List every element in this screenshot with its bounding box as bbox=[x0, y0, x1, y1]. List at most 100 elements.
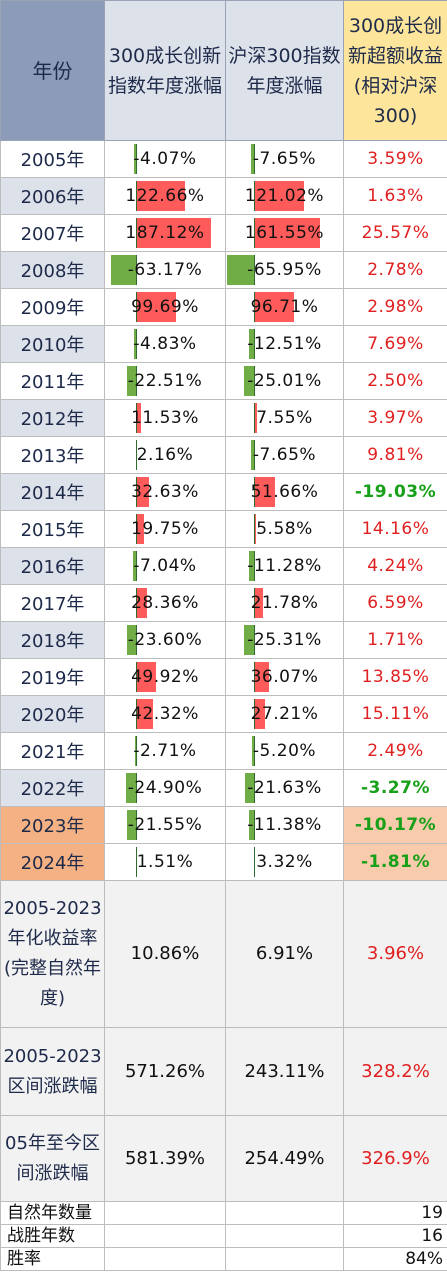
excess-return-cell[interactable]: 13.85% bbox=[343, 658, 447, 696]
hs300-return-cell[interactable]: -7.65% bbox=[225, 140, 344, 178]
hs300-return-cell[interactable]: -65.95% bbox=[225, 251, 344, 289]
hs300-return-cell[interactable]: -25.31% bbox=[225, 621, 344, 659]
growth-return-cell[interactable]: -4.83% bbox=[104, 325, 226, 363]
header-excess-return[interactable]: 300成长创新超额收益(相对沪深300) bbox=[343, 0, 447, 141]
empty-cell[interactable] bbox=[104, 1224, 226, 1248]
hs300-return-cell[interactable]: -5.20% bbox=[225, 732, 344, 770]
excess-return-cell[interactable]: 2.49% bbox=[343, 732, 447, 770]
excess-return-cell[interactable]: 2.98% bbox=[343, 288, 447, 326]
summary-label[interactable]: 2005-2023区间涨跌幅 bbox=[0, 1027, 105, 1116]
hs300-return-cell[interactable]: 27.21% bbox=[225, 695, 344, 733]
growth-return-cell[interactable]: -2.71% bbox=[104, 732, 226, 770]
hs300-return-cell[interactable]: 121.02% bbox=[225, 177, 344, 215]
growth-return-cell[interactable]: 187.12% bbox=[104, 214, 226, 252]
excess-return-cell[interactable]: 7.69% bbox=[343, 325, 447, 363]
growth-return-cell[interactable]: 32.63% bbox=[104, 473, 226, 511]
header-hs300-index[interactable]: 沪深300指数年度涨幅 bbox=[225, 0, 344, 141]
summary-hs300-value[interactable]: 6.91% bbox=[225, 880, 344, 1028]
excess-return-cell[interactable]: -1.81% bbox=[343, 843, 447, 881]
growth-return-cell[interactable]: -24.90% bbox=[104, 769, 226, 807]
summary-hs300-value[interactable]: 254.49% bbox=[225, 1115, 344, 1202]
hs300-return-cell[interactable]: 5.58% bbox=[225, 510, 344, 548]
excess-return-cell[interactable]: 2.50% bbox=[343, 362, 447, 400]
year-cell[interactable]: 2006年 bbox=[0, 177, 105, 215]
growth-return-cell[interactable]: 42.32% bbox=[104, 695, 226, 733]
empty-cell[interactable] bbox=[104, 1247, 226, 1271]
excess-return-cell[interactable]: -10.17% bbox=[343, 806, 447, 844]
excess-return-cell[interactable]: 15.11% bbox=[343, 695, 447, 733]
hs300-return-cell[interactable]: 51.66% bbox=[225, 473, 344, 511]
year-cell[interactable]: 2019年 bbox=[0, 658, 105, 696]
year-cell[interactable]: 2018年 bbox=[0, 621, 105, 659]
summary-excess-value[interactable]: 326.9% bbox=[343, 1115, 447, 1202]
summary-excess-value[interactable]: 328.2% bbox=[343, 1027, 447, 1116]
excess-return-cell[interactable]: -19.03% bbox=[343, 473, 447, 511]
excess-return-cell[interactable]: 2.78% bbox=[343, 251, 447, 289]
growth-return-cell[interactable]: 19.75% bbox=[104, 510, 226, 548]
hs300-return-cell[interactable]: 161.55% bbox=[225, 214, 344, 252]
footer-label[interactable]: 战胜年数 bbox=[0, 1224, 105, 1248]
summary-growth-value[interactable]: 10.86% bbox=[104, 880, 226, 1028]
growth-return-cell[interactable]: -4.07% bbox=[104, 140, 226, 178]
hs300-return-cell[interactable]: 7.55% bbox=[225, 399, 344, 437]
excess-return-cell[interactable]: -3.27% bbox=[343, 769, 447, 807]
growth-return-cell[interactable]: 122.66% bbox=[104, 177, 226, 215]
summary-excess-value[interactable]: 3.96% bbox=[343, 880, 447, 1028]
growth-return-cell[interactable]: -7.04% bbox=[104, 547, 226, 585]
summary-label[interactable]: 2005-2023年化收益率(完整自然年度) bbox=[0, 880, 105, 1028]
year-cell[interactable]: 2013年 bbox=[0, 436, 105, 474]
year-cell[interactable]: 2008年 bbox=[0, 251, 105, 289]
growth-return-cell[interactable]: 11.53% bbox=[104, 399, 226, 437]
year-cell[interactable]: 2024年 bbox=[0, 843, 105, 881]
year-cell[interactable]: 2012年 bbox=[0, 399, 105, 437]
excess-return-cell[interactable]: 1.71% bbox=[343, 621, 447, 659]
excess-return-cell[interactable]: 3.59% bbox=[343, 140, 447, 178]
growth-return-cell[interactable]: -63.17% bbox=[104, 251, 226, 289]
growth-return-cell[interactable]: -21.55% bbox=[104, 806, 226, 844]
summary-growth-value[interactable]: 571.26% bbox=[104, 1027, 226, 1116]
summary-hs300-value[interactable]: 243.11% bbox=[225, 1027, 344, 1116]
growth-return-cell[interactable]: 28.36% bbox=[104, 584, 226, 622]
year-cell[interactable]: 2017年 bbox=[0, 584, 105, 622]
empty-cell[interactable] bbox=[104, 1201, 226, 1225]
header-growth-index[interactable]: 300成长创新指数年度涨幅 bbox=[104, 0, 226, 141]
growth-return-cell[interactable]: 49.92% bbox=[104, 658, 226, 696]
excess-return-cell[interactable]: 1.63% bbox=[343, 177, 447, 215]
empty-cell[interactable] bbox=[225, 1224, 344, 1248]
summary-label[interactable]: 05年至今区间涨跌幅 bbox=[0, 1115, 105, 1202]
empty-cell[interactable] bbox=[225, 1247, 344, 1271]
growth-return-cell[interactable]: -23.60% bbox=[104, 621, 226, 659]
hs300-return-cell[interactable]: -21.63% bbox=[225, 769, 344, 807]
hs300-return-cell[interactable]: -11.38% bbox=[225, 806, 344, 844]
year-cell[interactable]: 2015年 bbox=[0, 510, 105, 548]
hs300-return-cell[interactable]: 96.71% bbox=[225, 288, 344, 326]
excess-return-cell[interactable]: 3.97% bbox=[343, 399, 447, 437]
growth-return-cell[interactable]: 2.16% bbox=[104, 436, 226, 474]
year-cell[interactable]: 2023年 bbox=[0, 806, 105, 844]
hs300-return-cell[interactable]: -12.51% bbox=[225, 325, 344, 363]
footer-label[interactable]: 胜率 bbox=[0, 1247, 105, 1271]
year-cell[interactable]: 2010年 bbox=[0, 325, 105, 363]
summary-growth-value[interactable]: 581.39% bbox=[104, 1115, 226, 1202]
year-cell[interactable]: 2021年 bbox=[0, 732, 105, 770]
excess-return-cell[interactable]: 9.81% bbox=[343, 436, 447, 474]
header-year[interactable]: 年份 bbox=[0, 0, 105, 141]
footer-value[interactable]: 19 bbox=[343, 1201, 447, 1225]
excess-return-cell[interactable]: 6.59% bbox=[343, 584, 447, 622]
hs300-return-cell[interactable]: -11.28% bbox=[225, 547, 344, 585]
footer-label[interactable]: 自然年数量 bbox=[0, 1201, 105, 1225]
year-cell[interactable]: 2020年 bbox=[0, 695, 105, 733]
growth-return-cell[interactable]: 1.51% bbox=[104, 843, 226, 881]
year-cell[interactable]: 2016年 bbox=[0, 547, 105, 585]
year-cell[interactable]: 2009年 bbox=[0, 288, 105, 326]
year-cell[interactable]: 2011年 bbox=[0, 362, 105, 400]
year-cell[interactable]: 2007年 bbox=[0, 214, 105, 252]
growth-return-cell[interactable]: 99.69% bbox=[104, 288, 226, 326]
footer-value[interactable]: 84% bbox=[343, 1247, 447, 1271]
excess-return-cell[interactable]: 14.16% bbox=[343, 510, 447, 548]
year-cell[interactable]: 2022年 bbox=[0, 769, 105, 807]
growth-return-cell[interactable]: -22.51% bbox=[104, 362, 226, 400]
hs300-return-cell[interactable]: 21.78% bbox=[225, 584, 344, 622]
excess-return-cell[interactable]: 4.24% bbox=[343, 547, 447, 585]
excess-return-cell[interactable]: 25.57% bbox=[343, 214, 447, 252]
